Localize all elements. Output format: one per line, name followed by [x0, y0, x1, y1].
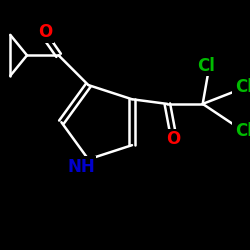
Text: Cl: Cl: [235, 122, 250, 140]
Text: Cl: Cl: [235, 78, 250, 96]
Text: O: O: [38, 23, 53, 41]
Text: NH: NH: [67, 158, 95, 176]
Text: Cl: Cl: [198, 57, 215, 75]
Text: O: O: [166, 130, 180, 148]
